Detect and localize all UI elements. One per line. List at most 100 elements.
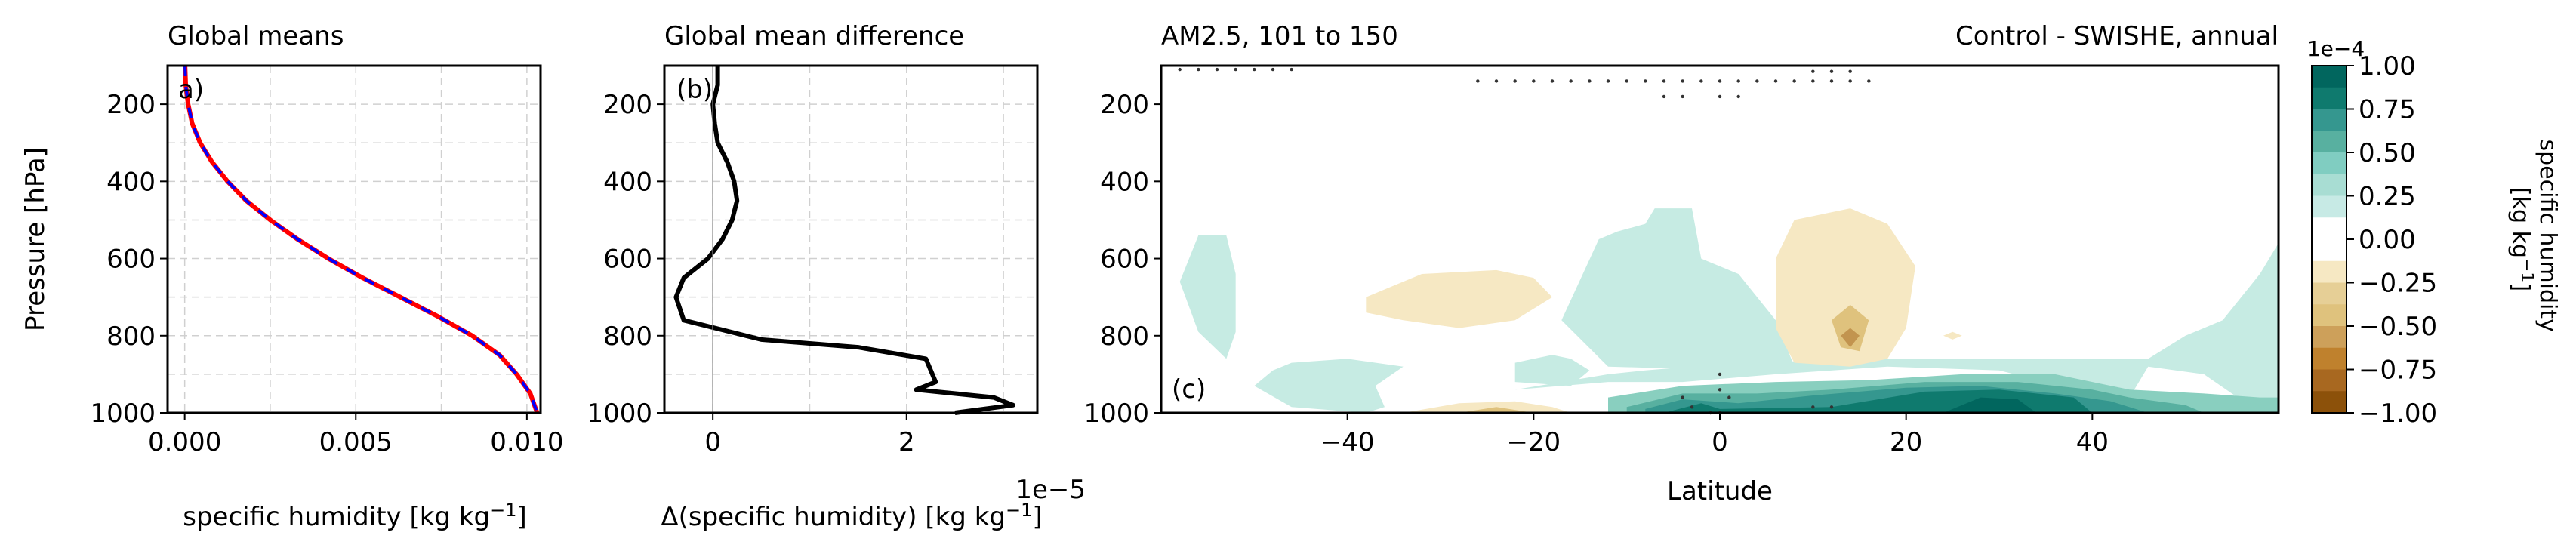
panel-c-contours [1179, 208, 2279, 413]
stipple-dot [1290, 67, 1293, 72]
contour-region-3 [1561, 208, 1795, 371]
colorbar-tick-label: 0.00 [2359, 225, 2416, 255]
contour-region-14 [1841, 328, 1860, 348]
stipple-dot [1867, 79, 1871, 83]
stipple-dot [1253, 67, 1256, 72]
stipple-dot [1755, 79, 1759, 83]
contour-region-4 [1514, 355, 1590, 386]
panel-b-y-tick-label: 200 [603, 90, 652, 120]
colorbar-band-1 [2312, 66, 2346, 88]
colorbar-band-13 [2312, 326, 2346, 349]
panel-a-x-tick-label: 0.005 [319, 427, 393, 457]
stipple-dot [1690, 405, 1694, 409]
panel-b-x-tick-label: 2 [898, 427, 915, 457]
panel-c-label: (c) [1172, 374, 1206, 405]
colorbar-tick-label: 0.25 [2359, 182, 2416, 212]
stipple-dot [1718, 388, 1722, 392]
colorbar-tick-label: 0.50 [2359, 138, 2416, 168]
contour-region-1 [1179, 235, 1236, 359]
panel-a-y-tick-label: 200 [106, 90, 156, 120]
colorbar-ticks: 1.00 0.75 0.50 0.25 0.00 −0.25 −0.50 −0.75 −1.00 [2346, 51, 2437, 429]
panel-c-y-tick-label: 600 [1100, 245, 1149, 275]
panel-a-xlabel: specific humidity [kg kg−1] [183, 500, 527, 532]
panel-a-y-tick-label: 600 [106, 245, 156, 275]
panel-c-y-tick-label: 400 [1100, 167, 1149, 197]
contour-region-2 [1254, 359, 1404, 413]
stipple-dot [1662, 94, 1666, 99]
stipple-dot [1588, 79, 1592, 83]
panel-a-y-tick-label: 1000 [90, 399, 156, 429]
contour-region-15 [1385, 401, 1571, 413]
panel-c-x-tick-label: −20 [1506, 427, 1561, 457]
panel-a-x-tick-label: 0.010 [490, 427, 563, 457]
colorbar-tick-label: −1.00 [2359, 399, 2437, 429]
panel-b-y-tick-label: 600 [603, 245, 652, 275]
stipple-dot [1718, 372, 1722, 377]
colorbar-tick-label: 0.75 [2359, 95, 2416, 125]
stipple-dot [1829, 79, 1834, 83]
stipple-dot [1727, 395, 1731, 399]
panel-a-y-ticks: 200 400 600 800 1000 [90, 90, 168, 429]
stipple-dot [1178, 67, 1182, 72]
colorbar-band-10 [2312, 260, 2346, 283]
panel-a-frame [166, 64, 542, 414]
contour-region-11 [1366, 269, 1552, 328]
panel-b-frame [663, 64, 1039, 414]
contour-region-16 [1459, 407, 1534, 413]
panel-c-x-tick-label: 40 [2076, 427, 2109, 457]
panel-b-xlabel: Δ(specific humidity) [kg kg−1] [661, 500, 1042, 532]
panel-c-x-tick-label: −40 [1320, 427, 1375, 457]
contour-region-17 [1943, 331, 1962, 340]
panel-a-series [183, 65, 540, 414]
stipple-dot [1532, 79, 1536, 83]
panel-a-ylabel: Pressure [hPa] [20, 147, 51, 331]
stipple-dot [1681, 94, 1684, 99]
colorbar-band-9 [2312, 239, 2346, 262]
panel-c-title-left: AM2.5, 101 to 150 [1161, 21, 1398, 51]
colorbar-band-12 [2312, 304, 2346, 327]
colorbar-label: specific humidity [kg kg−1] [2507, 140, 2561, 340]
contour-region-10 [1943, 397, 2037, 413]
stipple-dot [1811, 405, 1815, 409]
stipple-dot [1736, 79, 1740, 83]
panel-a: Global means 0.000 0.005 0.010 200 400 600 80… [20, 21, 564, 532]
panel-a-x-ticks: 0.000 0.005 0.010 [148, 413, 564, 457]
stipple-dot [1792, 79, 1796, 83]
colorbar-band-4 [2312, 131, 2346, 153]
stipple-dot [1681, 79, 1684, 83]
colorbar: 1e−4 1.00 0.75 0.50 0.25 0.00 −0.25 −0.50 −0.75… [2307, 36, 2561, 429]
colorbar-band-2 [2312, 87, 2346, 109]
colorbar-band-11 [2312, 282, 2346, 305]
panel-c-y-tick-label: 800 [1100, 322, 1149, 352]
panel-b-x-tick-label: 0 [704, 427, 721, 457]
panel-c-x-tick-label: 0 [1712, 427, 1728, 457]
stipple-dot [1644, 79, 1647, 83]
stipple-dot [1513, 79, 1517, 83]
colorbar-band-6 [2312, 174, 2346, 196]
stipple-dot [1848, 79, 1852, 83]
colorbar-tick-label: 1.00 [2359, 51, 2416, 82]
stipple-dot [1234, 67, 1237, 72]
colorbar-tick-label: −0.75 [2359, 355, 2437, 386]
panel-a-series-line-1 [183, 65, 540, 414]
stipple-dot [1829, 405, 1834, 409]
panel-b-y-ticks: 200 400 600 800 1000 [587, 90, 664, 429]
colorbar-band-7 [2312, 195, 2346, 218]
panel-a-series-line-2 [183, 65, 539, 414]
colorbar-tick-label: −0.50 [2359, 312, 2437, 342]
panel-c: AM2.5, 101 to 150 Control - SWISHE, annu… [1083, 21, 2280, 506]
panel-a-y-tick-label: 400 [106, 167, 156, 197]
panel-c-y-tick-label: 1000 [1083, 399, 1149, 429]
stipple-dot [1811, 69, 1815, 73]
stipple-dot [1271, 67, 1275, 72]
panel-b-y-tick-label: 1000 [587, 399, 652, 429]
panel-c-y-tick-label: 200 [1100, 90, 1149, 120]
stipple-dot [1625, 79, 1628, 83]
colorbar-band-14 [2312, 347, 2346, 370]
stipple-dot [1773, 79, 1778, 83]
stipple-dot [1550, 79, 1555, 83]
panel-a-grid [168, 65, 541, 414]
